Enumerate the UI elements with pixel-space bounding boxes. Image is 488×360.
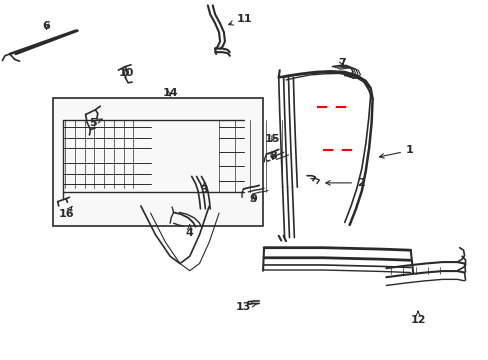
- Text: 14: 14: [162, 88, 178, 98]
- Text: 10: 10: [118, 68, 134, 78]
- Text: 3: 3: [200, 182, 208, 195]
- Text: 5: 5: [89, 118, 102, 128]
- Text: 7: 7: [338, 58, 346, 68]
- Text: 6: 6: [42, 21, 50, 31]
- Text: 2: 2: [325, 178, 364, 188]
- Text: 13: 13: [235, 302, 256, 312]
- Bar: [53, 98, 263, 226]
- Text: 11: 11: [228, 14, 252, 25]
- Text: 8: 8: [268, 150, 276, 161]
- Text: 12: 12: [409, 311, 425, 325]
- Text: 15: 15: [264, 134, 280, 144]
- Text: 4: 4: [185, 225, 193, 238]
- Text: 16: 16: [58, 206, 74, 219]
- Text: 9: 9: [249, 194, 257, 204]
- Text: 1: 1: [379, 145, 413, 158]
